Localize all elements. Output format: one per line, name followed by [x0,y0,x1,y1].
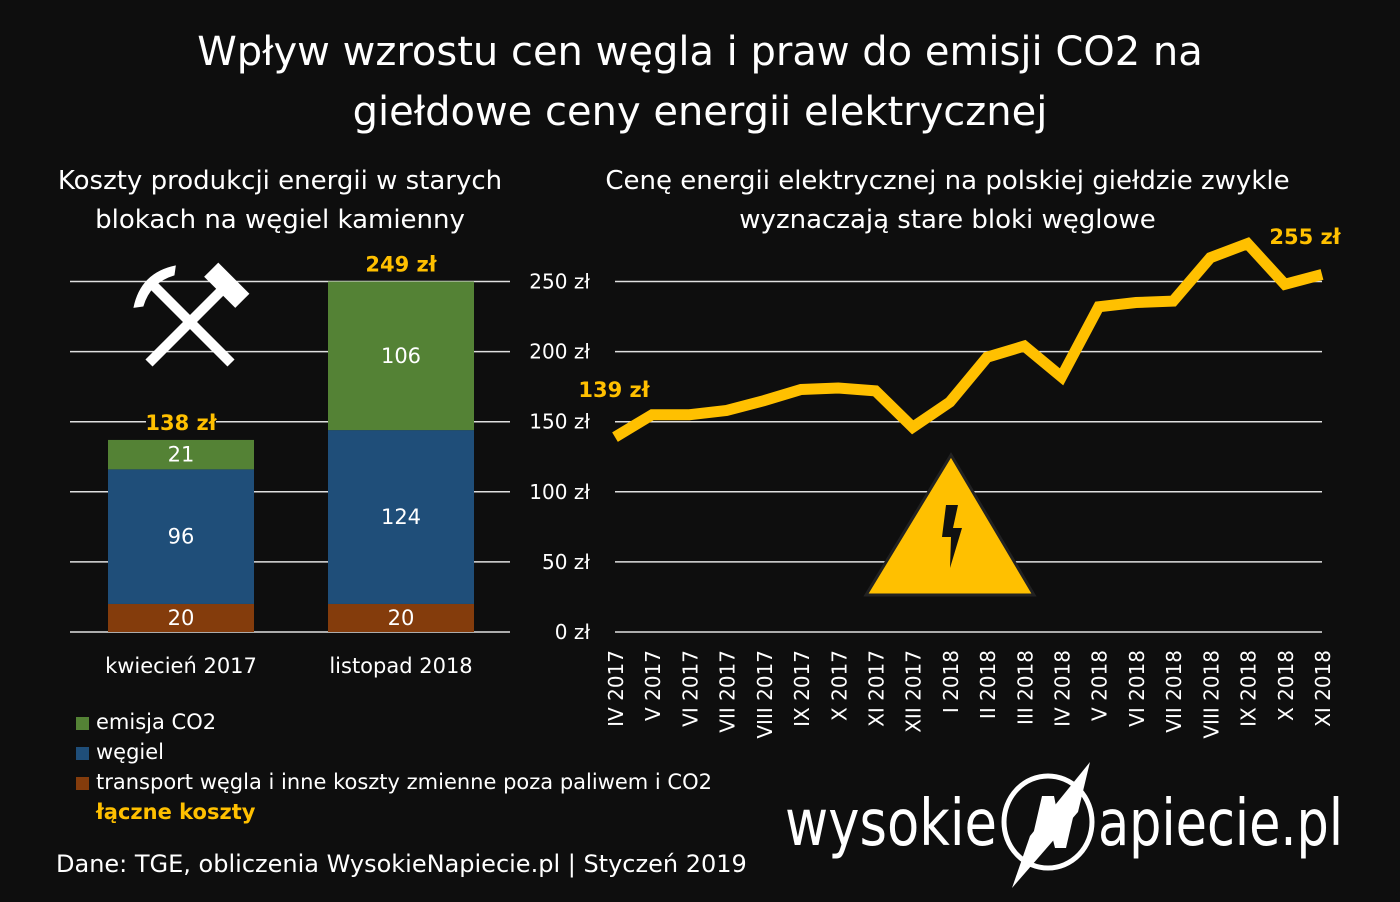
page-title: Wpływ wzrostu cen węgla i praw do emisji… [0,22,1400,142]
x-tick-label: IX 2017 [790,650,814,727]
legend-totals: łączne koszty [96,800,256,824]
y-tick-label: 250 zł [529,270,590,294]
bar-segment [328,603,474,632]
title-line-1: Wpływ wzrostu cen węgla i praw do emisji… [197,29,1203,75]
legend-co2: emisja CO2 [76,710,216,734]
legend-label: transport węgla i inne koszty zmienne po… [96,770,712,794]
y-tick-label: 50 zł [542,550,590,574]
x-tick-label: VI 2017 [678,650,702,727]
x-tick-label: VIII 2018 [1199,650,1223,739]
x-tick-label: III 2018 [1013,650,1037,725]
bar-total-label: 249 zł [365,253,437,277]
y-tick-label: 200 zł [529,340,590,364]
x-tick-label: XII 2017 [902,650,926,733]
line-title-1: Cenę energii elektrycznej na polskiej gi… [605,166,1290,196]
x-tick-label: VII 2017 [716,650,740,733]
x-tick-label: I 2018 [939,650,963,713]
y-tick-label: 100 zł [529,480,590,504]
legend-transport: transport węgla i inne koszty zmienne po… [76,770,712,794]
x-tick-label: X 2018 [1274,650,1298,721]
legend-swatch [76,746,89,760]
title-line-2: giełdowe ceny energii elektrycznej [352,89,1048,135]
total-label-bg [366,249,436,278]
bar-value-label: 20 [168,606,195,630]
line-title-2: wyznaczają stare bloki węglowe [739,205,1156,235]
x-tick-label: VI 2018 [1125,650,1149,727]
line-chart-title: Cenę energii elektrycznej na polskiej gi… [560,162,1335,240]
x-tick-label: XI 2017 [864,650,888,727]
legend-label: emisja CO2 [96,710,217,734]
bar-category-label: kwiecień 2017 [105,654,257,678]
x-tick-label: IV 2018 [1051,650,1075,727]
x-tick-label: VIII 2017 [753,650,777,739]
bar-chart-title: Koszty produkcji energii w starych bloka… [30,162,530,240]
legend-swatch [76,776,89,790]
x-tick-label: X 2017 [827,650,851,721]
bar-value-label: 20 [388,606,415,630]
y-tick-label: 150 zł [529,410,590,434]
y-tick-label: 0 zł [555,620,591,644]
end-value-label: 255 zł [1269,225,1341,249]
bar-category-label: listopad 2018 [329,654,472,678]
bar-title-1: Koszty produkcji energii w starych [57,166,503,196]
hammer-and-pick-icon [133,262,250,367]
bar-value-label: 124 [381,505,421,529]
legend-label: węgiel [96,740,165,764]
x-tick-label: IV 2017 [604,650,628,727]
bar-value-label: 96 [168,525,195,549]
bar-segment [328,281,474,431]
x-tick-label: XI 2018 [1311,650,1335,727]
bar-segment [108,469,254,604]
legend-coal: węgiel [76,740,164,764]
x-tick-label: IX 2018 [1237,650,1261,727]
bar-value-label: 21 [168,443,195,467]
bar-segment [108,603,254,632]
x-tick-label: V 2018 [1088,650,1112,721]
high-voltage-warning-icon [863,452,1037,597]
bar-segment [328,430,474,604]
bar-value-label: 106 [381,344,421,368]
source-note: Dane: TGE, obliczenia WysokieNapiecie.pl… [56,850,747,878]
bar-title-2: blokach na węgiel kamienny [95,205,465,235]
legend-swatch [76,716,89,730]
price-line [612,237,1324,442]
start-value-label: 139 zł [578,378,650,402]
x-tick-label: VII 2018 [1162,650,1186,733]
total-label-bg [146,407,216,436]
x-tick-label: V 2017 [641,650,665,721]
x-tick-label: II 2018 [976,650,1000,719]
bar-total-label: 138 zł [145,411,217,435]
bar-segment [108,439,254,470]
